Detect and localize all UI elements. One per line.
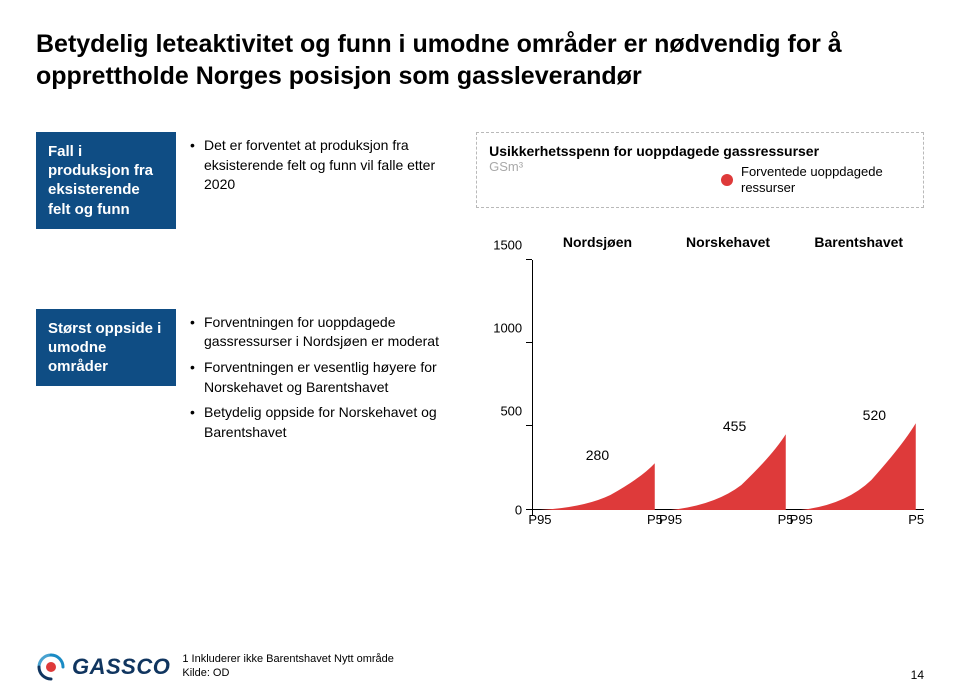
left-column: Fall i produksjon fra eksisterende felt … xyxy=(36,132,452,564)
peak-label: 520 xyxy=(863,407,886,423)
x-tick: P95 xyxy=(790,512,813,527)
plot-body: 280 455 520 xyxy=(532,260,924,510)
page-number: 14 xyxy=(911,668,924,682)
legend-item: Forventede uoppdagede ressurser xyxy=(489,164,911,197)
plot: 0 500 1000 1500 xyxy=(476,260,924,530)
col-header: Barentshavet xyxy=(793,234,924,250)
slide: Betydelig leteaktivitet og funn i umodne… xyxy=(0,0,960,698)
footnotes: 1 Inkluderer ikke Barentshavet Nytt områ… xyxy=(182,653,394,681)
y-tick: 1500 xyxy=(493,237,522,252)
y-tick: 500 xyxy=(500,404,522,419)
x-tick: P95 xyxy=(659,512,682,527)
bullets-0: Det er forventet at produksjon fra eksis… xyxy=(190,132,452,201)
y-axis: 0 500 1000 1500 xyxy=(476,260,526,510)
info-block-0: Fall i produksjon fra eksisterende felt … xyxy=(36,132,452,229)
peak-label: 455 xyxy=(723,418,746,434)
y-tick: 0 xyxy=(515,502,522,517)
bullet: Det er forventet at produksjon fra eksis… xyxy=(190,136,452,195)
legend-dot-icon xyxy=(721,174,733,186)
legend-box: Usikkerhetsspenn for uoppdagede gassress… xyxy=(476,132,924,208)
label-box-0: Fall i produksjon fra eksisterende felt … xyxy=(36,132,176,229)
peak-label: 280 xyxy=(586,447,609,463)
content-row: Fall i produksjon fra eksisterende felt … xyxy=(36,132,924,564)
y-tick: 1000 xyxy=(493,320,522,335)
col-header: Nordsjøen xyxy=(532,234,663,250)
footer: GASSCO 1 Inkluderer ikke Barentshavet Ny… xyxy=(36,652,924,682)
bullet: Forventningen for uoppdagede gassressurs… xyxy=(190,313,452,352)
info-block-1: Størst oppside i umodne områder Forventn… xyxy=(36,309,452,449)
bullet: Betydelig oppside for Norskehavet og Bar… xyxy=(190,403,452,442)
series-seg-0: 280 xyxy=(532,260,663,510)
x-tick: P5 xyxy=(908,512,924,527)
label-box-1: Størst oppside i umodne områder xyxy=(36,309,176,387)
legend-text: Forventede uoppdagede ressurser xyxy=(741,164,911,197)
x-tick: P95 xyxy=(528,512,551,527)
col-header: Norskehavet xyxy=(663,234,794,250)
legend-title: Usikkerhetsspenn for uoppdagede gassress… xyxy=(489,143,911,159)
page-title: Betydelig leteaktivitet og funn i umodne… xyxy=(36,28,924,92)
fan-shape xyxy=(532,260,663,510)
logo: GASSCO xyxy=(36,652,170,682)
footnote: Kilde: OD xyxy=(182,667,394,681)
series-seg-1: 455 xyxy=(663,260,794,510)
uncertainty-chart: Nordsjøen Norskehavet Barentshavet 0 500… xyxy=(476,234,924,564)
footer-left: GASSCO 1 Inkluderer ikke Barentshavet Ny… xyxy=(36,652,394,682)
series-seg-2: 520 xyxy=(793,260,924,510)
fan-shape xyxy=(793,260,924,510)
fan-shape xyxy=(663,260,794,510)
x-ticks: P95 P5 P95 P5 P95 P5 xyxy=(532,512,924,530)
logo-text: GASSCO xyxy=(72,654,170,680)
bullet: Forventningen er vesentlig høyere for No… xyxy=(190,358,452,397)
bullets-1: Forventningen for uoppdagede gassressurs… xyxy=(190,309,452,449)
footnote: 1 Inkluderer ikke Barentshavet Nytt områ… xyxy=(182,653,394,667)
logo-icon xyxy=(36,652,66,682)
right-column: Usikkerhetsspenn for uoppdagede gassress… xyxy=(476,132,924,564)
chart-headers: Nordsjøen Norskehavet Barentshavet xyxy=(476,234,924,250)
